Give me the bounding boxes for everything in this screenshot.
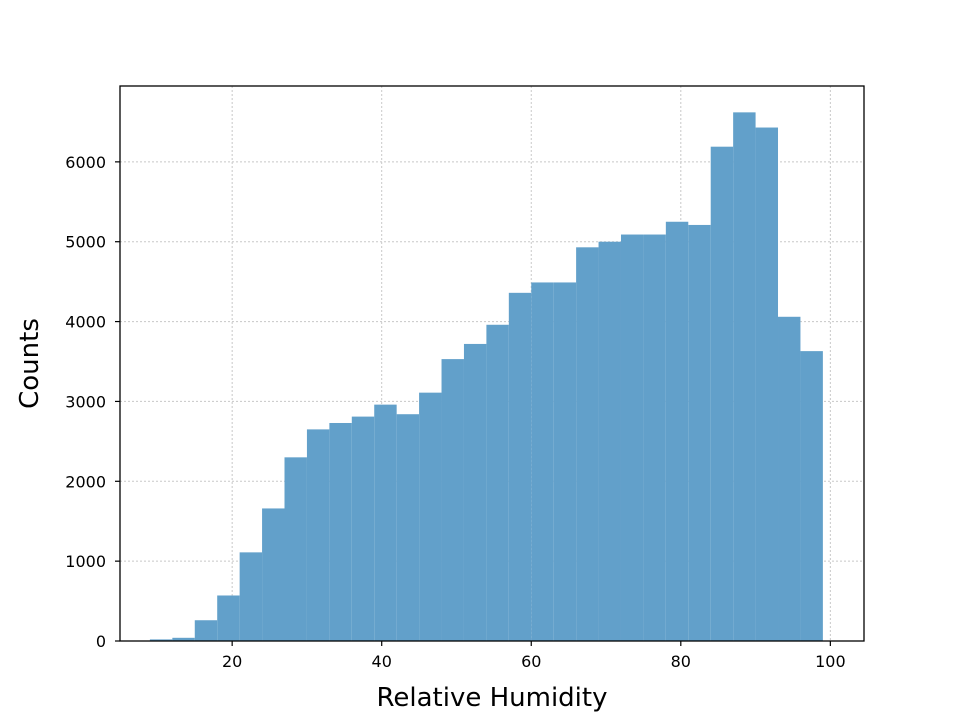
histogram-bar xyxy=(172,637,195,641)
histogram-bar xyxy=(329,422,352,641)
histogram-bar xyxy=(396,414,420,641)
histogram-bar xyxy=(374,404,397,641)
histogram-bar xyxy=(531,282,554,641)
histogram-bar xyxy=(419,392,442,641)
y-tick-label: 1000 xyxy=(65,552,106,571)
histogram-bar xyxy=(665,221,689,641)
x-tick-label: 60 xyxy=(521,652,541,671)
x-tick-label: 20 xyxy=(222,652,242,671)
histogram-bar xyxy=(778,316,801,641)
y-tick-label: 6000 xyxy=(65,153,106,172)
x-axis-label: Relative Humidity xyxy=(376,683,607,713)
histogram-bar xyxy=(508,292,532,641)
histogram-bars xyxy=(149,112,823,642)
x-tick-label: 40 xyxy=(372,652,392,671)
histogram-bar xyxy=(755,127,779,642)
histogram-bar xyxy=(262,508,285,641)
y-tick-label: 0 xyxy=(96,632,106,651)
histogram-bar xyxy=(486,324,509,641)
y-axis-label: Counts xyxy=(15,318,45,409)
histogram-bar xyxy=(306,429,330,641)
histogram-bar xyxy=(598,241,621,641)
histogram-bar xyxy=(620,234,644,641)
histogram-bar xyxy=(441,359,464,641)
histogram-bar xyxy=(351,416,375,641)
y-tick-label: 4000 xyxy=(65,313,106,332)
plot-area-frame xyxy=(119,85,865,642)
histogram-bar xyxy=(733,112,756,641)
histogram-bar xyxy=(576,247,599,641)
histogram-bar xyxy=(643,234,666,641)
histogram-bar xyxy=(239,552,263,641)
histogram-bar xyxy=(463,343,487,641)
y-tick-label: 3000 xyxy=(65,392,106,411)
histogram-bar xyxy=(149,639,173,641)
histogram-bar xyxy=(194,620,218,641)
histogram-bar xyxy=(800,351,823,641)
histogram-bar xyxy=(217,595,240,641)
histogram-bar xyxy=(710,146,734,641)
y-tick-label: 5000 xyxy=(65,233,106,252)
histogram-bar xyxy=(688,224,711,641)
x-tick-label: 100 xyxy=(815,652,846,671)
y-tick-label: 2000 xyxy=(65,472,106,491)
histogram-bar xyxy=(553,282,577,641)
x-tick-label: 80 xyxy=(671,652,691,671)
histogram-bar xyxy=(284,457,307,641)
